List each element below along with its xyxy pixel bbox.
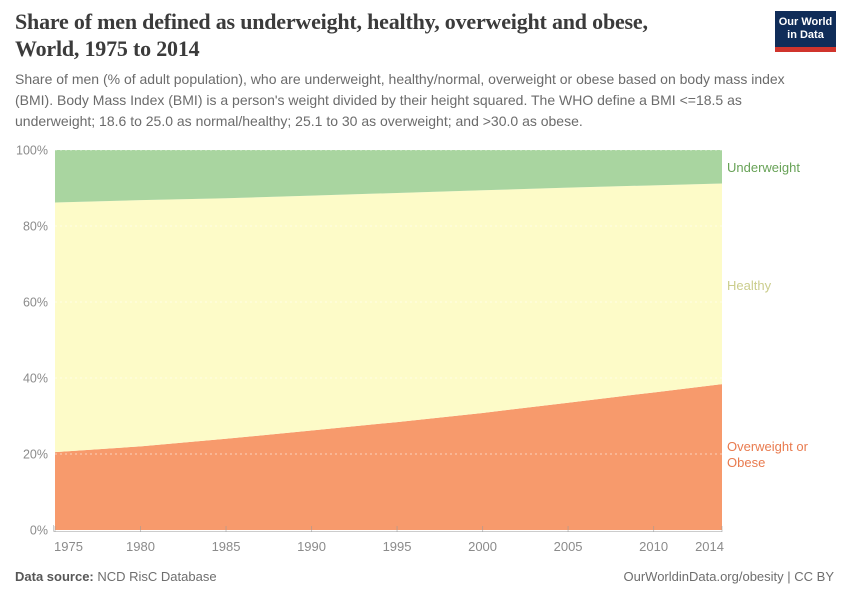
x-tick-label-1980: 1980 bbox=[126, 539, 155, 554]
chart-title: Share of men defined as underweight, hea… bbox=[15, 9, 755, 63]
chart-subtitle: Share of men (% of adult population), wh… bbox=[15, 71, 785, 129]
data-source-value: NCD RisC Database bbox=[93, 569, 217, 584]
y-tick-label-0: 0% bbox=[30, 524, 48, 538]
area-healthy[interactable] bbox=[55, 183, 722, 453]
x-tick-label-1985: 1985 bbox=[212, 539, 241, 554]
x-tick-label-2000: 2000 bbox=[468, 539, 497, 554]
series-label-underweight: Underweight bbox=[727, 160, 800, 175]
x-tick-label-1990: 1990 bbox=[297, 539, 326, 554]
owid-logo: Our World in Data bbox=[775, 11, 836, 52]
chart-title-line2: World, 1975 to 2014 bbox=[15, 35, 200, 61]
area-underweight[interactable] bbox=[55, 150, 722, 203]
series-label-healthy: Healthy bbox=[727, 278, 772, 293]
owid-url-license: OurWorldinData.org/obesity | CC BY bbox=[623, 569, 835, 584]
x-tick-label-1995: 1995 bbox=[383, 539, 412, 554]
y-tick-label-40: 40% bbox=[23, 372, 48, 386]
y-tick-label-80: 80% bbox=[23, 220, 48, 234]
owid-logo-text: Our World in Data bbox=[778, 15, 833, 41]
data-source-note: Data source: NCD RisC Database bbox=[15, 569, 217, 584]
data-source-label: Data source: bbox=[15, 569, 94, 584]
x-tick-label-2005: 2005 bbox=[554, 539, 583, 554]
owid-logo-stripe bbox=[775, 47, 836, 52]
y-tick-label-60: 60% bbox=[23, 296, 48, 310]
x-tick-label-2014: 2014 bbox=[695, 539, 724, 554]
x-tick-label-2010: 2010 bbox=[639, 539, 668, 554]
x-tick-label-1975: 1975 bbox=[54, 539, 83, 554]
chart-title-line1: Share of men defined as underweight, hea… bbox=[15, 9, 648, 34]
series-label-overweight-obese: Overweight or Obese bbox=[727, 439, 808, 470]
y-tick-label-20: 20% bbox=[23, 448, 48, 462]
area-overweight-obese[interactable] bbox=[55, 384, 722, 530]
y-tick-label-100: 100% bbox=[16, 144, 48, 158]
